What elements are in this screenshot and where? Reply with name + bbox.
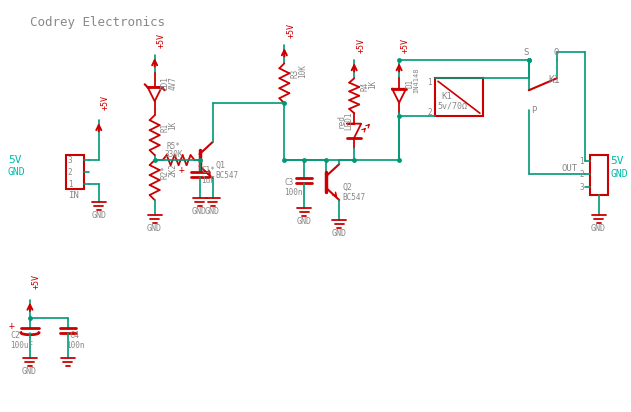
Text: 330K: 330K	[165, 150, 183, 159]
Text: GND: GND	[297, 218, 311, 227]
Text: P: P	[531, 106, 536, 115]
Text: +5V: +5V	[32, 274, 41, 289]
Text: C1*: C1*	[201, 166, 215, 175]
Text: R5*: R5*	[167, 142, 180, 151]
Text: Codrey Electronics: Codrey Electronics	[30, 16, 165, 29]
Text: 1: 1	[579, 157, 584, 166]
Text: R2*: R2*	[161, 165, 170, 179]
Text: +5V: +5V	[156, 33, 166, 48]
Text: 1: 1	[68, 180, 73, 189]
Bar	[590, 155, 608, 195]
Text: O: O	[554, 48, 559, 57]
Text: 3: 3	[68, 156, 73, 165]
Text: +5V: +5V	[101, 95, 110, 110]
Text: 1K: 1K	[168, 121, 177, 130]
Text: 10K: 10K	[298, 64, 307, 78]
Bar	[66, 155, 84, 189]
Text: 2: 2	[68, 168, 73, 177]
Text: 2: 2	[427, 108, 432, 117]
Text: GND: GND	[22, 367, 37, 376]
Text: +: +	[9, 321, 15, 331]
Text: BC547: BC547	[216, 171, 239, 180]
Text: GND: GND	[611, 169, 628, 179]
Text: 3: 3	[579, 183, 584, 192]
Text: LED1: LED1	[345, 112, 353, 131]
Text: +: +	[179, 165, 184, 175]
Text: Q1: Q1	[216, 161, 225, 170]
Text: GND: GND	[331, 229, 346, 239]
Text: D1: D1	[405, 79, 414, 88]
Text: 1K: 1K	[368, 80, 377, 89]
Text: 2K2: 2K2	[168, 163, 177, 177]
Text: 100uF: 100uF	[10, 341, 33, 350]
Text: +5V: +5V	[286, 23, 295, 38]
Text: GND: GND	[591, 225, 606, 234]
Text: S: S	[524, 48, 529, 57]
Text: GND: GND	[146, 225, 162, 234]
Text: C3: C3	[285, 178, 293, 187]
Text: GND: GND	[204, 208, 220, 216]
Text: ZD1: ZD1	[161, 76, 170, 90]
Text: GND: GND	[91, 211, 107, 220]
Text: IN: IN	[68, 190, 79, 199]
Text: 1uF: 1uF	[201, 176, 215, 185]
Text: 1: 1	[427, 78, 432, 87]
Text: K1: K1	[549, 75, 560, 85]
Text: GND: GND	[192, 208, 206, 216]
Bar	[435, 78, 483, 116]
Text: K1: K1	[441, 92, 452, 101]
Text: 5v/70Ω: 5v/70Ω	[437, 102, 467, 111]
Text: IN4148: IN4148	[413, 68, 419, 93]
Text: +5V: +5V	[401, 38, 410, 53]
Text: OUT: OUT	[562, 164, 578, 173]
Text: GND: GND	[8, 167, 26, 177]
Text: 5V: 5V	[611, 156, 624, 166]
Text: 100n: 100n	[66, 341, 85, 350]
Text: C2: C2	[10, 331, 20, 340]
Text: R3: R3	[290, 69, 299, 78]
Text: +5V: +5V	[356, 38, 365, 53]
Text: 5V: 5V	[8, 155, 21, 165]
Text: R4: R4	[360, 82, 369, 91]
Text: 2: 2	[579, 170, 584, 178]
Text: Q2: Q2	[342, 183, 352, 192]
Text: C4: C4	[70, 331, 80, 340]
Text: 4V7: 4V7	[168, 76, 177, 90]
Text: red: red	[336, 114, 345, 128]
Text: R1: R1	[161, 122, 170, 132]
Text: 100n: 100n	[285, 187, 303, 197]
Text: BC547: BC547	[342, 192, 365, 201]
